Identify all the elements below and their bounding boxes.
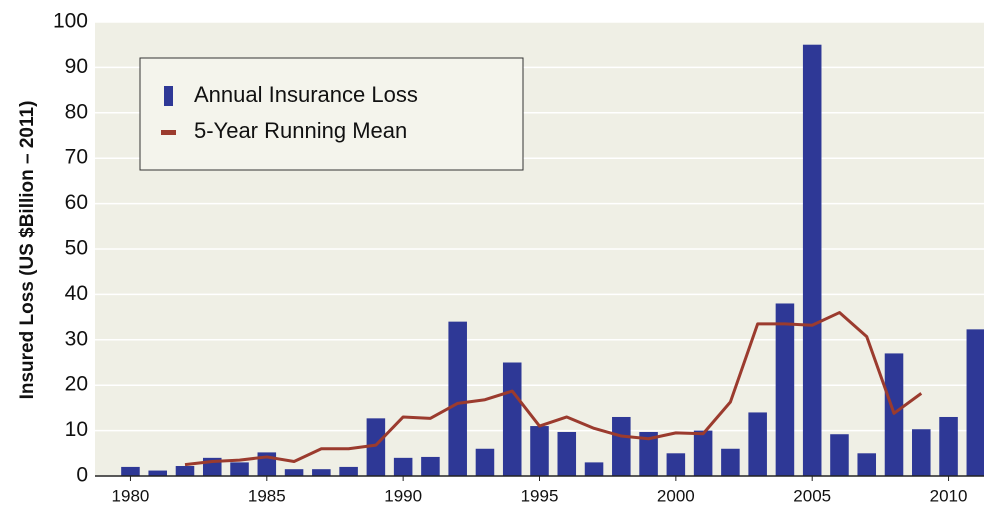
line (184, 311, 923, 467)
bar (148, 470, 167, 476)
legend-label: 5-Year Running Mean (194, 118, 407, 143)
bar (584, 462, 604, 476)
bar (721, 448, 740, 476)
y-tick-label: 10 (65, 418, 88, 441)
x-tick-label: 2000 (657, 486, 695, 505)
y-tick-label: 40 (65, 282, 88, 305)
bar (612, 416, 631, 476)
bar (802, 44, 822, 476)
bar (339, 466, 358, 476)
bar (421, 456, 440, 476)
x-tick-label: 2010 (930, 486, 968, 505)
legend-label: Annual Insurance Loss (194, 82, 418, 107)
x-tick-label: 1995 (521, 486, 559, 505)
y-tick-label: 0 (76, 464, 88, 487)
y-tick-label: 60 (65, 191, 88, 214)
y-tick-label: 30 (65, 327, 88, 350)
legend: Annual Insurance Loss 5-Year Running Mean (139, 57, 524, 171)
bar (666, 453, 686, 476)
bar (121, 466, 140, 476)
bar (693, 430, 713, 476)
bar (448, 321, 467, 476)
y-tick-label: 80 (65, 100, 88, 123)
bar (639, 431, 658, 476)
y-tick-label: 90 (65, 55, 88, 78)
bar (748, 412, 767, 476)
x-tick-label: 1990 (384, 486, 422, 505)
y-axis-title: Insured Loss (US $Billion – 2011) (17, 101, 38, 400)
bar (530, 426, 549, 476)
x-tick-label: 1980 (112, 486, 150, 505)
legend-swatch (164, 86, 173, 106)
legend-swatch (161, 130, 176, 135)
x-tick-label: 2005 (793, 486, 831, 505)
y-tick-label: 100 (53, 10, 88, 33)
bar (366, 418, 386, 476)
bar (284, 469, 304, 476)
bar (475, 448, 495, 476)
bar (912, 429, 931, 476)
bar (966, 329, 984, 476)
bar (230, 462, 249, 476)
bar (857, 453, 877, 476)
y-tick-label: 50 (65, 237, 88, 260)
x-tick-label: 1985 (248, 486, 286, 505)
bar (175, 466, 195, 476)
y-tick-label: 70 (65, 146, 88, 169)
bar (939, 416, 958, 476)
bar (393, 457, 413, 476)
bar (312, 469, 331, 476)
legend-box (139, 57, 524, 171)
bar (830, 434, 849, 476)
y-tick-label: 20 (65, 373, 88, 396)
bar (775, 303, 795, 476)
bar (557, 431, 577, 476)
bar (502, 362, 522, 476)
